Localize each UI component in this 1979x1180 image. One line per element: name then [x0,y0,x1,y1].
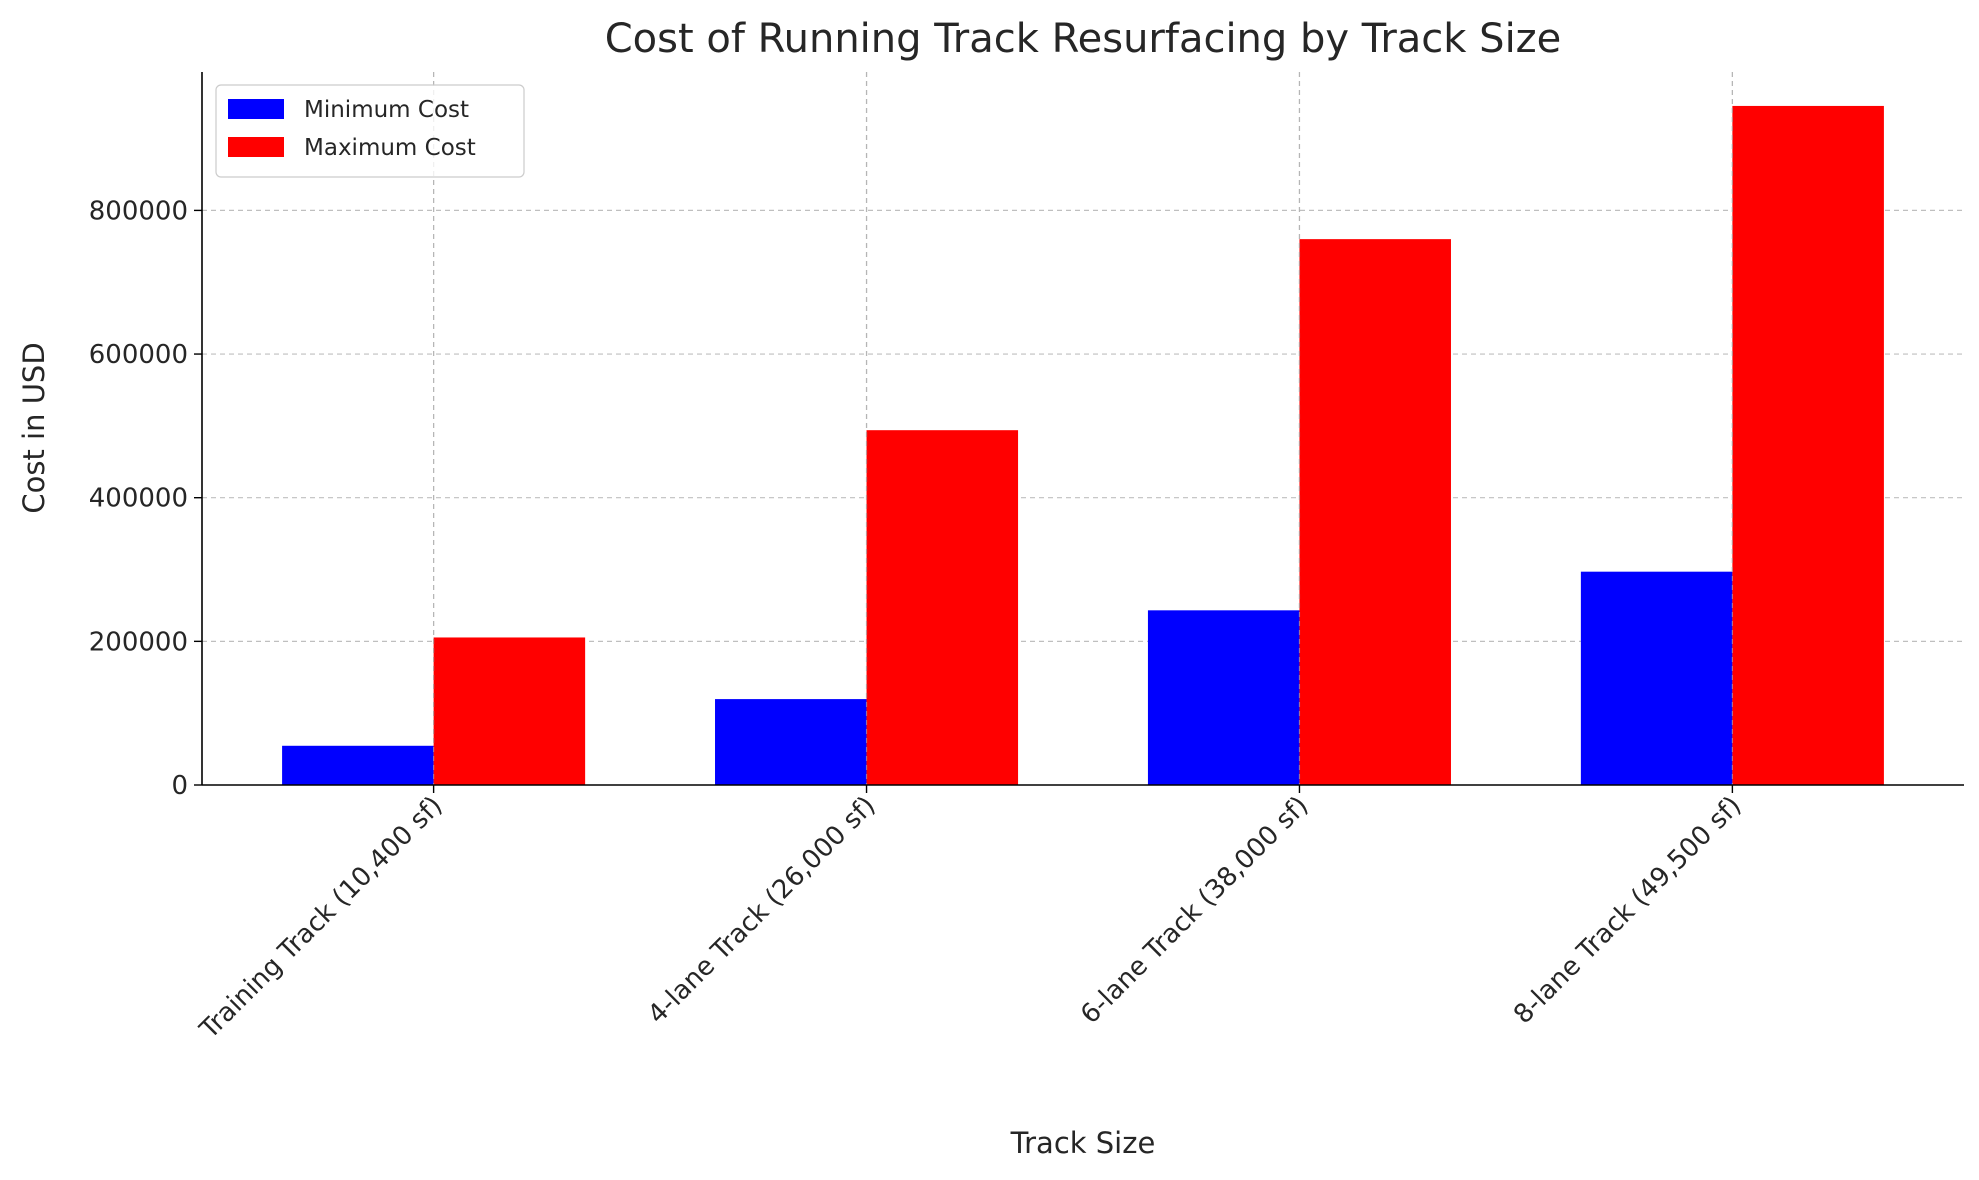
legend-label: Maximum Cost [304,135,476,161]
bar-minimum-cost [715,699,867,785]
x-axis-label: Track Size [1010,1126,1156,1160]
bar-maximum-cost [1299,239,1451,785]
y-tick-label: 400000 [89,484,188,514]
bar-maximum-cost [1732,105,1884,785]
y-tick-label: 600000 [89,340,188,370]
bar-minimum-cost [282,745,434,785]
bar-maximum-cost [866,430,1019,785]
legend-swatch [228,99,284,119]
legend-box [215,84,525,178]
x-tick-label: Training Track (10,400 sf) [194,791,449,1046]
y-axis-label: Cost in USD [17,342,51,513]
bar-minimum-cost [1147,610,1300,785]
bar-minimum-cost [1580,571,1733,785]
y-tick-label: 0 [171,771,188,801]
legend-swatch [228,137,284,157]
y-tick-label: 200000 [89,627,188,657]
y-tick-label: 800000 [89,196,188,226]
bar-maximum-cost [433,637,586,785]
axes [201,72,1964,786]
legend-label: Minimum Cost [304,97,469,123]
chart-title: Cost of Running Track Resurfacing by Tra… [605,16,1562,62]
legend: Minimum Cost Maximum Cost [215,84,525,178]
x-tick-label: 6-lane Track (38,000 sf) [1075,791,1314,1030]
x-tick-label: 4-lane Track (26,000 sf) [642,791,881,1030]
bars [282,72,1884,785]
x-tick-label: 8-lane Track (49,500 sf) [1508,791,1747,1030]
